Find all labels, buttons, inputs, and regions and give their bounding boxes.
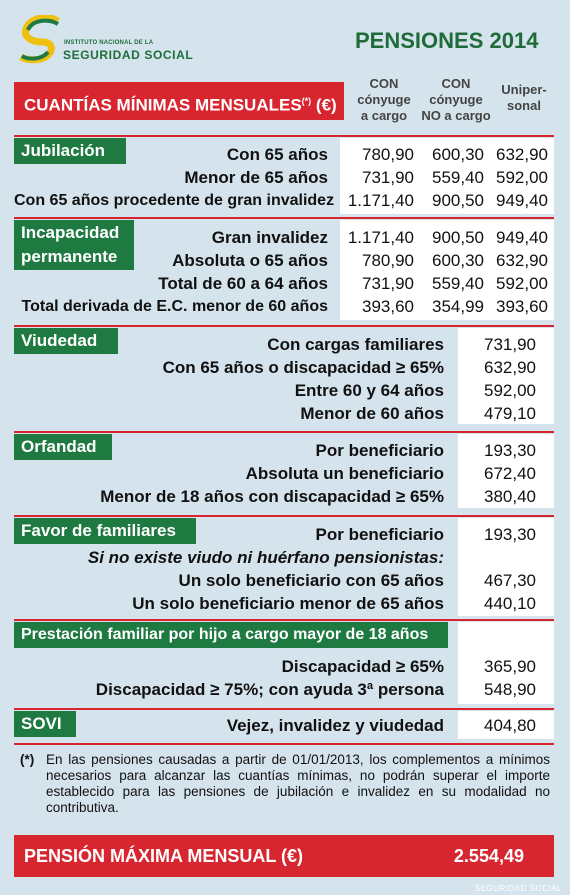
max-pension-label: PENSIÓN MÁXIMA MENSUAL (€) xyxy=(24,846,304,866)
value-cell: 467,30 xyxy=(484,571,536,590)
value-cell: 949,40 xyxy=(496,191,548,210)
section-incapacidad-permanente: Incapacidad permanente xyxy=(14,220,134,270)
row-label: Con 65 años xyxy=(226,145,328,164)
section-divider xyxy=(14,619,554,621)
row-label: Con cargas familiares xyxy=(267,335,444,354)
value-cell: 440,10 xyxy=(484,594,536,613)
institute-line-2: SEGURIDAD SOCIAL xyxy=(63,48,194,62)
values-panel xyxy=(458,518,554,616)
values-panel xyxy=(340,138,554,214)
values-panel xyxy=(458,622,554,704)
section-divider xyxy=(14,708,554,710)
section-divider xyxy=(14,325,554,327)
row-label: Por beneficiario xyxy=(315,525,444,544)
value-cell: 731,90 xyxy=(362,168,414,187)
values-panel xyxy=(458,711,554,739)
value-cell: 393,60 xyxy=(496,297,548,316)
value-cell: 600,30 xyxy=(432,145,484,164)
row-label: Total de 60 a 64 años xyxy=(158,274,328,293)
footnote-marker: (*) xyxy=(20,752,35,767)
value-cell: 632,90 xyxy=(496,251,548,270)
footnote: (*) En las pensiones causadas a partir d… xyxy=(20,752,550,816)
watermark: SEGURIDAD SOCIAL xyxy=(474,884,562,893)
row-label: Menor de 60 años xyxy=(300,404,444,423)
institute-line-1: INSTITUTO NACIONAL DE LA xyxy=(64,40,154,46)
value-cell: 393,60 xyxy=(362,297,414,316)
column-header-unipersonal: Uniper-sonal xyxy=(501,82,547,113)
value-cell: 632,90 xyxy=(496,145,548,164)
value-cell: 592,00 xyxy=(496,274,548,293)
row-label: Discapacidad ≥ 65% xyxy=(281,657,444,676)
value-cell: 559,40 xyxy=(432,274,484,293)
section-divider xyxy=(14,743,554,745)
value-cell: 1.171,40 xyxy=(347,228,414,247)
value-cell: 672,40 xyxy=(484,464,536,483)
value-cell: 731,90 xyxy=(484,335,536,354)
row-label: Absoluta un beneficiario xyxy=(245,464,444,483)
value-cell: 900,50 xyxy=(432,228,484,247)
row-label: Vejez, invalidez y viudedad xyxy=(226,716,444,735)
row-label: Con 65 años o discapacidad ≥ 65% xyxy=(162,358,444,377)
value-cell: 592,00 xyxy=(484,381,536,400)
section-jubilacion: Jubilación xyxy=(14,138,126,164)
minimum-amounts-banner: CUANTÍAS MÍNIMAS MENSUALES(*) (€) xyxy=(14,82,344,120)
row-label: Discapacidad ≥ 75%; con ayuda 3ª persona xyxy=(95,680,444,699)
row-label: Entre 60 y 64 años xyxy=(294,381,444,400)
column-header-con-conyuge-a-cargo: CON cónyuge a cargo xyxy=(357,76,411,123)
value-cell: 404,80 xyxy=(484,716,536,735)
max-pension-banner: PENSIÓN MÁXIMA MENSUAL (€) 2.554,49 xyxy=(14,835,554,877)
section-sovi: SOVI xyxy=(14,711,76,737)
values-panel xyxy=(458,328,554,424)
row-label: Con 65 años procedente de gran invalidez xyxy=(14,192,335,209)
section-prestacion-familiar: Prestación familiar por hijo a cargo may… xyxy=(14,622,448,648)
section-divider xyxy=(14,217,554,219)
row-label: Menor de 65 años xyxy=(184,168,328,187)
value-cell: 548,90 xyxy=(484,680,536,699)
value-cell: 559,40 xyxy=(432,168,484,187)
value-cell: 780,90 xyxy=(362,251,414,270)
row-label: Absoluta o 65 años xyxy=(172,251,328,270)
row-label: Menor de 18 años con discapacidad ≥ 65% xyxy=(100,487,444,506)
row-label: Total derivada de E.C. menor de 60 años xyxy=(21,298,328,315)
row-label: Gran invalidez xyxy=(211,228,328,247)
value-cell: 592,00 xyxy=(496,168,548,187)
value-cell: 365,90 xyxy=(484,657,536,676)
value-cell: 1.171,40 xyxy=(347,191,414,210)
page-title: PENSIONES 2014 xyxy=(355,28,539,53)
section-viudedad: Viudedad xyxy=(14,328,118,354)
section-divider xyxy=(14,135,554,137)
values-panel xyxy=(340,220,554,320)
value-cell: 479,10 xyxy=(484,404,536,423)
favor-note: Si no existe viudo ni huérfano pensionis… xyxy=(87,548,444,567)
values-panel xyxy=(458,434,554,508)
value-cell: 780,90 xyxy=(362,145,414,164)
section-divider xyxy=(14,515,554,517)
column-header-con-conyuge-no-a-cargo: CON cónyuge NO a cargo xyxy=(421,76,491,123)
value-cell: 193,30 xyxy=(484,441,536,460)
row-label: Un solo beneficiario con 65 años xyxy=(178,571,444,590)
seguridad-social-logo xyxy=(19,15,60,64)
value-cell: 380,40 xyxy=(484,487,536,506)
value-cell: 949,40 xyxy=(496,228,548,247)
section-orfandad: Orfandad xyxy=(14,434,112,460)
section-divider xyxy=(14,431,554,433)
value-cell: 354,99 xyxy=(432,297,484,316)
value-cell: 900,50 xyxy=(432,191,484,210)
row-label: Por beneficiario xyxy=(315,441,444,460)
max-pension-value: 2.554,49 xyxy=(453,846,524,866)
section-favor-de-familiares: Favor de familiares xyxy=(14,518,196,544)
footnote-text: En las pensiones causadas a partir de 01… xyxy=(46,752,550,815)
value-cell: 600,30 xyxy=(432,251,484,270)
value-cell: 632,90 xyxy=(484,358,536,377)
value-cell: 731,90 xyxy=(362,274,414,293)
row-label: Un solo beneficiario menor de 65 años xyxy=(132,594,444,613)
value-cell: 193,30 xyxy=(484,525,536,544)
